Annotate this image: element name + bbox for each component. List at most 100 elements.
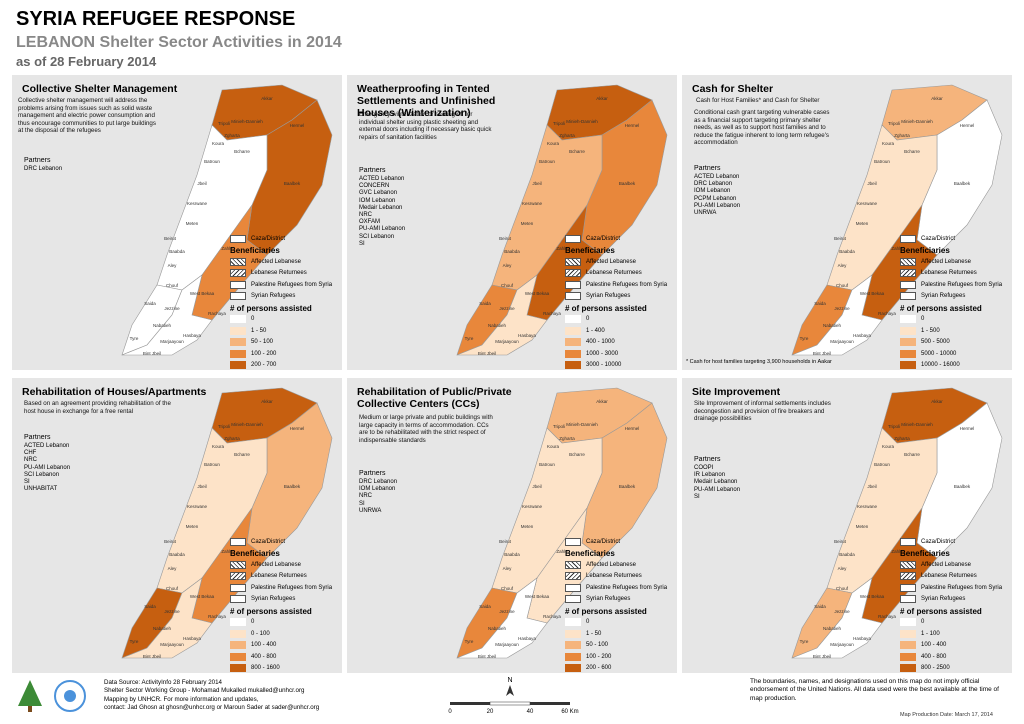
legend-text: 0 [586,316,590,323]
district-label: Tripoli [553,424,565,429]
legend-row: 0 [565,617,675,629]
legend-swatch [565,595,581,604]
partner: PU-AMI Lebanon [24,464,71,471]
legend-row: Palestine Refugees from Syria [230,279,340,291]
partner: PU-AMI Lebanon [694,202,741,209]
district-label: Beirut [164,236,177,241]
legend: Caza/District Beneficiaries Affected Leban… [230,536,340,673]
district-label: Akkar [931,96,943,101]
district-label: Meten [186,524,199,529]
legend-text: 1 - 50 [586,630,602,637]
district-label: Jbeil [532,181,541,186]
district-label: Hasbaya [183,636,201,641]
legend-text: 1 - 400 [586,327,605,334]
district-label: Aley [838,263,848,268]
legend-swatch [565,280,581,289]
district-label: West Bekaa [190,291,215,296]
legend-text: Caza/District [921,538,956,545]
district-label: Baalbek [619,484,636,489]
legend-text: Lebanese Returnees [586,270,642,277]
legend-row: Caza/District [230,233,340,245]
legend-swatch [565,292,581,301]
panel: Akkar Minieh-Dannieh Tripoli Zgharta Koura Ba… [682,378,1012,673]
district-label: Zgharta [224,133,240,138]
district-label: Akkar [596,399,608,404]
legend-swatch [230,618,246,627]
district-label: Chouf [836,283,849,288]
partner: PCPM Lebanon [694,195,737,202]
legend-row: 1 - 50 [230,325,340,337]
district-label: Koura [882,444,895,449]
legend-row: 1 - 500 [900,325,1010,337]
district-label: Bcharre [569,452,585,457]
panel-description: Based on an agreement providing rehabili… [24,400,171,415]
district-label: Minieh-Dannieh [566,119,598,124]
panel: Akkar Minieh-Dannieh Tripoli Zgharta Koura Ba… [347,378,677,673]
district-label: Baalbek [954,181,971,186]
district-label: Jezzine [834,609,850,614]
panel-title: Cash for Shelter [692,83,774,95]
district-label: Marjaayoun [495,339,519,344]
district-label: Koura [547,444,560,449]
legend-row: 1 - 100 [900,628,1010,640]
legend-swatch [230,652,246,661]
district-label: Kesrwane [857,201,878,206]
legend-text: 1 - 100 [921,630,940,637]
legend-swatch [900,595,916,604]
partner: UNHABITAT [24,486,58,493]
legend-text: Syrian Refugees [251,596,296,603]
district-label: Beirut [499,236,512,241]
district-label: Minieh-Dannieh [231,119,263,124]
district-label: Zahle [891,549,903,554]
partner: DRC Lebanon [694,181,733,188]
legend-row: Beneficiaries [230,548,340,560]
district-label: Hermel [290,426,305,431]
district-label: Marjaayoun [495,642,519,647]
district-label: Saida [814,604,826,609]
partner: DRC Lebanon [359,479,398,485]
legend-row: Lebanese Returnees [230,268,340,280]
partner: IOM Lebanon [694,188,731,195]
legend-swatch [230,338,246,347]
partner: UNRWA [694,210,717,216]
legend-text: Beneficiaries [230,549,280,559]
district-label: Koura [547,141,560,146]
legend-swatch [230,572,246,581]
district-label: Jezzine [499,306,515,311]
legend-text: Lebanese Returnees [921,573,977,580]
legend-swatch [900,560,916,569]
legend-row: Caza/District [230,536,340,548]
legend-text: Affected Lebanese [921,561,971,568]
district-label: Baabda [839,552,855,557]
district-label: Marjaayoun [160,339,184,344]
district-label: Nabatieh [488,626,507,631]
district-label: Beirut [834,236,847,241]
partner: OXFAM [359,219,381,226]
district-label: Nabatieh [823,323,842,328]
legend-row: Lebanese Returnees [565,571,675,583]
legend-row: Palestine Refugees from Syria [900,582,1010,594]
legend-text: Syrian Refugees [251,293,296,300]
district-label: Jezzine [164,609,180,614]
scale-label: 0 [448,709,452,715]
legend-swatch [565,326,581,335]
source-line: contact: Jad Ghosn at ghosn@unhcr.org or… [104,703,320,711]
district-label: Minieh-Dannieh [901,422,933,427]
district-label: Baabda [504,249,520,254]
legend-row: 0 [565,314,675,326]
district-label: Kesrwane [522,504,543,509]
legend-text: 10000 - 16000 [921,362,960,369]
legend-swatch [565,560,581,569]
district-label: Jezzine [164,306,180,311]
district-label: Rachaya [878,614,896,619]
legend-swatch [565,537,581,546]
partner: CHF [24,450,37,457]
legend-row: Beneficiaries [900,245,1010,257]
legend-text: Syrian Refugees [921,293,966,300]
legend-text: # of persons assisted [230,606,312,616]
district-label: Tripoli [888,121,900,126]
district-label: Batroun [204,462,220,467]
